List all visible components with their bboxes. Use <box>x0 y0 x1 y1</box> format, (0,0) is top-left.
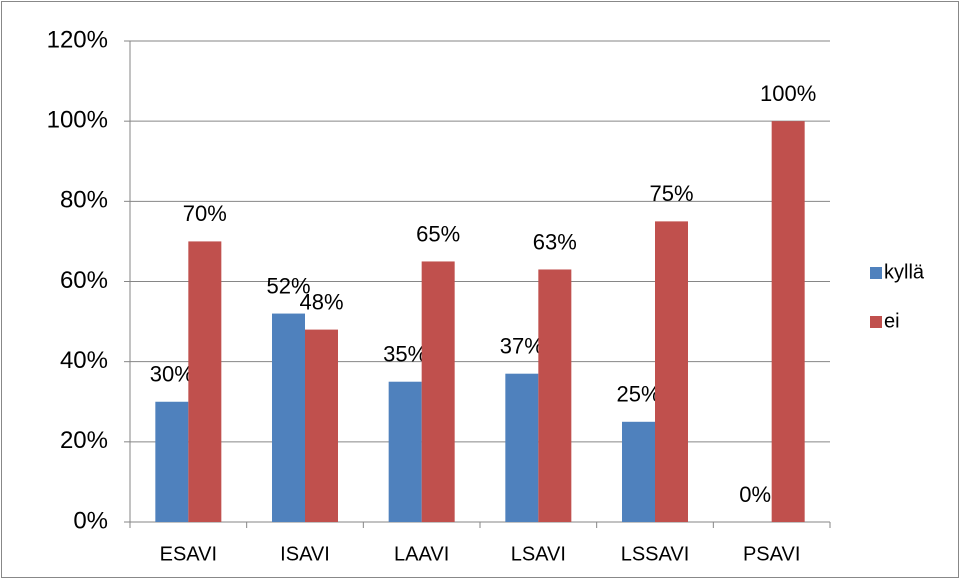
legend-label: ei <box>884 310 900 332</box>
value-label: 52% <box>266 273 310 298</box>
bar <box>655 221 688 522</box>
value-label: 75% <box>649 181 693 206</box>
bar <box>305 329 338 522</box>
legend-swatch <box>870 267 882 279</box>
bar <box>505 373 539 522</box>
bar <box>272 313 305 522</box>
y-tick-label: 120% <box>47 26 108 53</box>
value-label: 37% <box>500 334 544 359</box>
value-label: 30% <box>150 362 194 387</box>
y-tick-label: 80% <box>60 187 108 214</box>
bar <box>388 381 422 522</box>
value-label: 70% <box>183 201 227 226</box>
legend-label: kyllä <box>884 261 925 283</box>
bar <box>155 401 189 522</box>
value-label: 100% <box>760 81 816 106</box>
y-tick-label: 20% <box>60 427 108 454</box>
y-tick-label: 60% <box>60 267 108 294</box>
y-tick-label: 100% <box>47 107 108 134</box>
y-tick-label: 0% <box>73 507 108 534</box>
x-tick-label: PSAVI <box>743 543 800 565</box>
value-label: 65% <box>416 221 460 246</box>
x-tick-label: LSSAVI <box>621 543 690 565</box>
legend-swatch <box>870 316 882 328</box>
bar <box>188 241 222 522</box>
x-tick-label: LAAVI <box>394 543 449 565</box>
value-label: 35% <box>383 342 427 367</box>
x-tick-label: ESAVI <box>160 543 217 565</box>
bar <box>622 421 655 522</box>
y-tick-label: 40% <box>60 347 108 374</box>
value-label: 63% <box>533 229 577 254</box>
bar <box>421 261 455 522</box>
value-label: 0% <box>739 482 771 507</box>
value-label: 25% <box>616 382 660 407</box>
value-label: 48% <box>299 289 343 314</box>
x-tick-label: LSAVI <box>511 543 566 565</box>
x-tick-label: ISAVI <box>280 543 330 565</box>
bar <box>538 269 572 522</box>
bar <box>771 121 805 523</box>
